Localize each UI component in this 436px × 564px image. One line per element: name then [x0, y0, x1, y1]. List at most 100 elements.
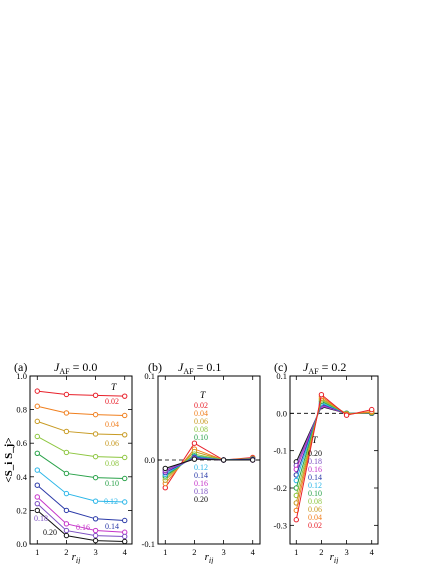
series-0.12	[34, 467, 128, 505]
panel-a-y-ticks: 0.0 0.2 0.4 0.6 0.8 1.0	[16, 371, 132, 549]
y-tick-label: -0.1	[274, 446, 287, 456]
panel-a-tag: (a)	[14, 360, 27, 374]
series-label: 0.12	[104, 497, 118, 506]
data-point	[34, 433, 40, 440]
x-tick-label: 2	[319, 547, 323, 557]
series-0.02	[34, 388, 128, 399]
legend-item: 0.06	[308, 505, 322, 514]
series-0.02	[293, 391, 375, 523]
x-tick-label: 3	[93, 547, 97, 557]
panel-c-y-ticks: -0.3 -0.2 -0.1 0.0 0.1	[274, 371, 378, 530]
y-tick-label: 0.0	[144, 455, 155, 465]
data-point	[34, 450, 40, 456]
series-label: 0.10	[105, 479, 119, 488]
legend-item: 0.16	[194, 479, 208, 488]
data-point	[63, 449, 70, 456]
legend-item: 0.20	[194, 495, 208, 504]
data-point	[250, 457, 256, 463]
legend-item: 0.12	[194, 463, 208, 472]
panel-b-series	[162, 440, 256, 491]
data-point	[191, 456, 198, 462]
series-line	[36, 469, 125, 503]
panel-c: (c) JAF = 0.2 -0.3 -0.2 -0.1 0.0 0.1 1 2 3 4 ri…	[274, 360, 379, 564]
series-label: 0.20	[43, 528, 57, 537]
series-label: 0.08	[105, 459, 119, 468]
data-point	[293, 517, 299, 523]
series-0.16	[34, 494, 128, 535]
legend-item: 0.20	[308, 449, 322, 458]
data-point	[34, 500, 40, 507]
x-tick-label: 3	[344, 547, 348, 557]
data-point	[63, 490, 70, 497]
legend-item: 0.02	[194, 401, 208, 410]
series-0.06	[34, 418, 128, 438]
panel-c-title-value: = 0.2	[319, 360, 347, 374]
panel-c-legend-title: T	[312, 436, 318, 446]
panel-c-x-label-sub: ij	[334, 556, 339, 564]
panel-b-legend: 0.020.040.060.080.10 0.120.140.160.180.20	[194, 401, 208, 504]
series-0.04	[34, 403, 128, 419]
legend-item: 0.02	[308, 521, 322, 530]
panel-a: (a) JAF = 0.0 0.0 0.2 0.4 0.6 0.8 1.0 1 2 3 4 0.…	[3, 360, 133, 564]
y-tick-label: 0.2	[16, 505, 27, 515]
panel-a-title-value: = 0.0	[70, 360, 98, 374]
data-point	[34, 388, 40, 394]
data-point	[92, 532, 99, 539]
panel-b-x-label-main: r	[205, 551, 210, 563]
data-point	[92, 392, 99, 399]
legend-item: 0.06	[194, 417, 208, 426]
series-label: 0.16	[76, 523, 90, 532]
series-line	[36, 503, 125, 537]
panel-a-title: JAF = 0.0	[54, 360, 97, 376]
y-tick-label: 0.1	[276, 371, 287, 381]
y-tick-label: 1.0	[16, 371, 27, 381]
panel-b-title-value: = 0.1	[194, 360, 222, 374]
data-point	[63, 527, 70, 534]
panel-a-y-label: <S_i S_j>	[3, 437, 15, 482]
panel-a-frame	[29, 375, 133, 545]
legend-item: 0.14	[194, 471, 208, 480]
panel-c-x-label: rij	[330, 551, 340, 564]
panel-c-frame	[289, 375, 379, 545]
data-point	[63, 391, 70, 398]
data-point	[34, 418, 40, 425]
panel-b-title: JAF = 0.1	[178, 360, 221, 376]
data-point	[122, 499, 128, 505]
panel-b-title-sub: AF	[183, 367, 194, 376]
series-label: 0.14	[105, 522, 119, 531]
x-tick-label: 3	[221, 547, 225, 557]
data-point	[34, 467, 40, 473]
data-point	[92, 537, 99, 544]
data-point	[63, 428, 70, 435]
data-point	[63, 470, 70, 477]
legend-item: 0.08	[194, 425, 208, 434]
x-tick-label: 4	[123, 547, 128, 557]
data-point	[92, 431, 99, 437]
panel-c-x-ticks: 1 2 3 4	[294, 376, 375, 557]
data-point	[92, 453, 99, 460]
panel-b-x-label: rij	[205, 551, 215, 564]
y-tick-label: 0.4	[16, 472, 27, 482]
legend-item: 0.16	[308, 465, 322, 474]
panel-a-title-sub: AF	[59, 367, 70, 376]
series-label: 0.18	[34, 514, 48, 523]
panel-b-title-main: J	[178, 360, 184, 374]
series-line	[295, 393, 372, 520]
legend-item: 0.18	[194, 487, 208, 496]
data-point	[34, 403, 40, 409]
data-point	[220, 457, 227, 463]
data-point	[92, 498, 99, 504]
series-0.18	[34, 500, 128, 540]
panel-c-title: JAF = 0.2	[303, 360, 346, 376]
data-point	[34, 507, 40, 514]
data-point	[369, 406, 375, 413]
series-line	[37, 436, 125, 458]
data-point	[92, 516, 99, 522]
y-tick-label: 0.8	[16, 405, 27, 415]
panel-b-x-ticks: 1 2 3 4	[163, 376, 256, 557]
series-line	[36, 510, 125, 542]
series-line	[36, 496, 125, 533]
panel-c-tag: (c)	[274, 360, 287, 374]
data-point	[63, 521, 70, 527]
